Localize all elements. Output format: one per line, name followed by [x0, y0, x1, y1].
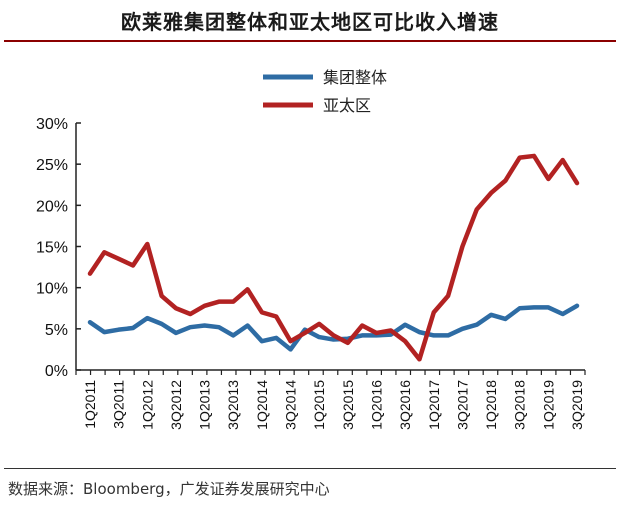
x-tick-label: 3Q2014: [283, 380, 299, 430]
y-tick-label: 15%: [36, 240, 68, 257]
legend-label: 亚太区: [323, 96, 371, 115]
x-tick-label: 1Q2011: [82, 380, 98, 429]
x-tick-label: 3Q2015: [340, 380, 356, 430]
title-divider: [4, 40, 616, 42]
series-line-asia-pacific: [87, 153, 580, 362]
y-tick-label: 0%: [45, 363, 68, 380]
y-tick-label: 30%: [36, 116, 68, 133]
line-chart: 0% 5% 10% 15% 20% 25% 30% 1Q2011 3Q2011 1Q2012 3Q2…: [36, 68, 586, 430]
x-tick-label: 3Q2016: [397, 380, 413, 430]
y-tick-label: 20%: [36, 198, 68, 215]
x-tick-label: 1Q2013: [197, 380, 213, 430]
x-tick-label: 1Q2014: [254, 380, 270, 430]
x-tick-label: 3Q2013: [225, 380, 241, 430]
y-tick-label: 10%: [36, 281, 68, 298]
x-tick-label: 1Q2017: [426, 380, 442, 430]
x-tick-label: 3Q2012: [168, 380, 184, 430]
x-tick-label: 1Q2015: [311, 380, 327, 430]
x-tick-label: 1Q2016: [368, 380, 384, 430]
series-line-group: [87, 303, 580, 352]
x-tick-label: 1Q2019: [540, 380, 556, 430]
x-tick-label: 1Q2018: [483, 380, 499, 430]
source-divider: [4, 468, 616, 469]
y-tick-label: 5%: [45, 322, 68, 339]
x-tick-label: 1Q2012: [139, 380, 155, 430]
source-note: 数据来源：Bloomberg，广发证券发展研究中心: [8, 480, 330, 498]
x-tick-label: 3Q2011: [111, 380, 127, 429]
x-tick-label: 3Q2017: [454, 380, 470, 430]
legend-label: 集团整体: [323, 68, 387, 87]
x-tick-label: 3Q2019: [569, 380, 585, 430]
y-tick-label: 25%: [36, 157, 68, 174]
chart-title: 欧莱雅集团整体和亚太地区可比收入增速: [121, 10, 499, 34]
x-tick-label: 3Q2018: [512, 380, 528, 430]
